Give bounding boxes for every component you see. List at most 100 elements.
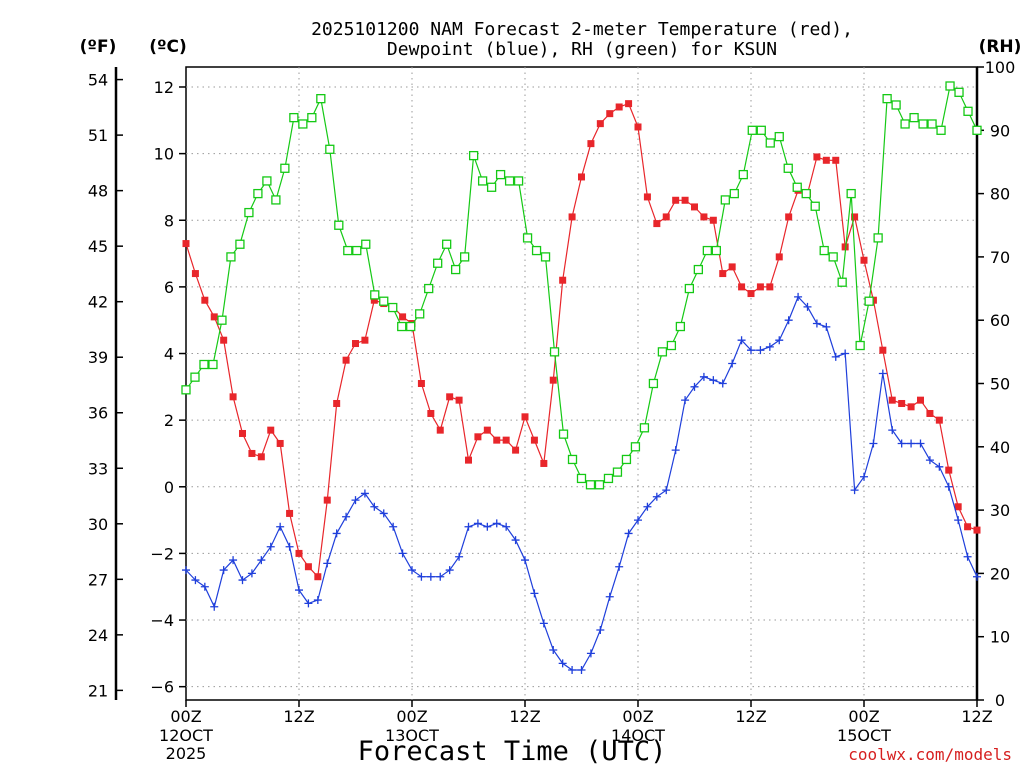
rh-point bbox=[900, 119, 910, 129]
rh-point bbox=[442, 239, 452, 249]
rh-tick-label: 70 bbox=[990, 248, 1010, 267]
celsius-ticks: 12 10 8 6 4 2 0 −2 −4 −6 bbox=[150, 78, 186, 697]
rh-point bbox=[936, 125, 946, 135]
dewpoint-point bbox=[944, 482, 953, 491]
temperature-point bbox=[540, 459, 548, 467]
celsius-tick-label: 8 bbox=[164, 211, 174, 230]
fahrenheit-tick-label: 54 bbox=[88, 71, 108, 90]
celsius-tick-label: −4 bbox=[150, 611, 174, 630]
dewpoint-point bbox=[483, 522, 492, 531]
rh-point bbox=[379, 296, 389, 306]
dewpoint-point bbox=[323, 559, 332, 568]
temperature-point bbox=[436, 426, 444, 434]
celsius-tick-label: 0 bbox=[164, 478, 174, 497]
rh-point bbox=[675, 321, 686, 332]
dewpoint-point bbox=[304, 599, 313, 608]
temperature-point bbox=[361, 336, 369, 344]
fahrenheit-tick-label: 36 bbox=[88, 404, 108, 423]
dewpoint-point bbox=[897, 439, 906, 448]
temperature-point bbox=[851, 213, 859, 221]
dewpoint-point bbox=[191, 576, 200, 585]
rh-point bbox=[756, 125, 766, 135]
rh-point bbox=[621, 454, 632, 465]
temperature-point bbox=[935, 416, 943, 424]
dewpoint-point bbox=[389, 522, 398, 531]
rh-point bbox=[433, 258, 443, 268]
rh-point bbox=[181, 385, 191, 395]
dewpoint-point bbox=[634, 516, 642, 525]
dewpoint-point bbox=[266, 542, 275, 551]
dewpoint-point bbox=[605, 592, 614, 601]
dewpoint-point bbox=[342, 512, 351, 521]
dewpoint-point bbox=[822, 322, 831, 331]
rh-point bbox=[783, 163, 793, 173]
temperature-point bbox=[446, 393, 454, 401]
rh-point bbox=[801, 188, 811, 199]
temperature-point bbox=[417, 380, 425, 387]
dewpoint-point bbox=[916, 439, 925, 448]
dewpoint-point bbox=[313, 596, 322, 605]
rh-point bbox=[711, 245, 721, 256]
rh-point bbox=[846, 188, 856, 199]
rh-point bbox=[253, 188, 263, 199]
rh-point bbox=[531, 245, 542, 256]
rh-point bbox=[972, 125, 982, 135]
rh-point bbox=[540, 252, 551, 262]
rh-point bbox=[639, 423, 650, 433]
temperature-point bbox=[568, 213, 576, 221]
temperature-point bbox=[719, 270, 727, 278]
dewpoint-point bbox=[379, 509, 388, 518]
dewpoint-point bbox=[455, 552, 464, 561]
temperature-point bbox=[267, 426, 275, 434]
dewpoint-point bbox=[841, 349, 850, 358]
rh-point bbox=[657, 347, 668, 357]
temperature-point bbox=[822, 156, 830, 164]
dewpoint-point bbox=[596, 626, 605, 635]
rh-point bbox=[307, 112, 317, 123]
rh-point bbox=[199, 359, 209, 370]
rh-point bbox=[316, 94, 326, 104]
temperature-point bbox=[314, 573, 322, 581]
rh-point bbox=[352, 245, 362, 256]
x-axis-title: Forecast Time (UTC) bbox=[358, 736, 667, 767]
dewpoint-point bbox=[521, 556, 529, 565]
dewpoint-point bbox=[370, 502, 379, 511]
rh-point bbox=[235, 239, 245, 249]
temperature-point bbox=[964, 523, 972, 531]
dewpoint-point bbox=[426, 572, 435, 581]
temperature-point bbox=[832, 156, 840, 164]
rh-point bbox=[190, 372, 200, 382]
rh-point bbox=[406, 321, 416, 332]
dewpoint-point bbox=[549, 646, 558, 655]
dewpoint-point bbox=[737, 336, 746, 345]
date-tick-label: 13OCT bbox=[385, 726, 439, 745]
rh-tick-label: 80 bbox=[990, 185, 1010, 204]
dewpoint-point bbox=[803, 302, 812, 311]
temperature-point bbox=[465, 456, 472, 464]
dewpoint-point bbox=[718, 379, 727, 388]
temperature-point bbox=[248, 449, 256, 457]
rh-point bbox=[603, 473, 614, 484]
fahrenheit-tick-label: 27 bbox=[88, 570, 108, 589]
temperature-point bbox=[512, 446, 520, 454]
dewpoint-point bbox=[285, 542, 294, 551]
year-tick-label: 2025 bbox=[166, 744, 207, 763]
rh-tick-label: 30 bbox=[990, 501, 1010, 520]
dewpoint-point bbox=[332, 529, 341, 538]
dewpoint-point bbox=[417, 572, 426, 581]
rh-point bbox=[909, 112, 919, 123]
dewpoint-point bbox=[295, 586, 303, 595]
dewpoint-point bbox=[888, 426, 897, 435]
dewpoint-point bbox=[671, 446, 680, 455]
rh-point bbox=[576, 473, 587, 484]
rh-point bbox=[864, 296, 874, 306]
rh-point bbox=[819, 245, 829, 256]
rh-point bbox=[594, 480, 605, 490]
rh-point bbox=[217, 315, 227, 325]
rh-point bbox=[451, 264, 461, 275]
temperature-point bbox=[210, 313, 218, 321]
rh-point bbox=[891, 100, 901, 110]
dewpoint-point bbox=[586, 649, 595, 658]
temperature-point bbox=[286, 509, 294, 517]
fahrenheit-tick-label: 45 bbox=[88, 237, 108, 256]
